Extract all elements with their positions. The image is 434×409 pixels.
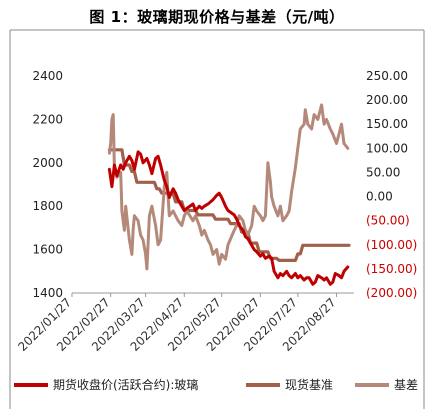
right-axis-tick-label: (150.00): [366, 262, 417, 276]
right-axis-tick-label: 250.00: [366, 69, 408, 83]
legend-label: 现货基准: [285, 377, 333, 392]
right-axis-tick-label: 0.00: [366, 190, 393, 204]
right-axis-tick-label: 50.00: [366, 165, 400, 179]
chart-title: 图 1：玻璃期现价格与基差（元/吨）: [89, 8, 345, 26]
left-axis-tick-label: 1600: [32, 243, 63, 257]
legend-label: 期货收盘价(活跃合约):玻璃: [53, 377, 198, 392]
right-axis-tick-label: 100.00: [366, 141, 408, 155]
left-axis-tick-label: 2400: [32, 69, 63, 83]
legend-label: 基差: [394, 378, 418, 392]
right-axis-tick-label: (50.00): [366, 214, 410, 228]
basis-line: [107, 103, 350, 271]
right-axis-tick-label: (100.00): [366, 238, 417, 252]
spot-benchmark-line: [107, 148, 351, 262]
right-axis-tick-label: (200.00): [366, 286, 417, 300]
right-axis-tick-label: 150.00: [366, 117, 408, 131]
left-axis-tick-label: 2200: [32, 112, 63, 126]
legend-item-futures: 期货收盘价(活跃合约):玻璃: [14, 377, 198, 392]
left-axis-tick-label: 1400: [32, 286, 63, 300]
left-axis-tick-label: 2000: [32, 156, 63, 170]
futures-close-line: [107, 150, 350, 286]
axis-layer: 1400 1600 1800 2000 2200 2400 250.00 200.00 150.…: [15, 69, 417, 354]
right-axis-tick-label: 200.00: [366, 93, 408, 107]
left-axis-tick-label: 1800: [32, 199, 63, 213]
series-layer: [107, 103, 351, 286]
legend: 期货收盘价(活跃合约):玻璃 现货基准 基差: [14, 377, 418, 392]
legend-item-spot: 现货基准: [246, 377, 333, 392]
legend-item-basis: 基差: [355, 378, 418, 392]
